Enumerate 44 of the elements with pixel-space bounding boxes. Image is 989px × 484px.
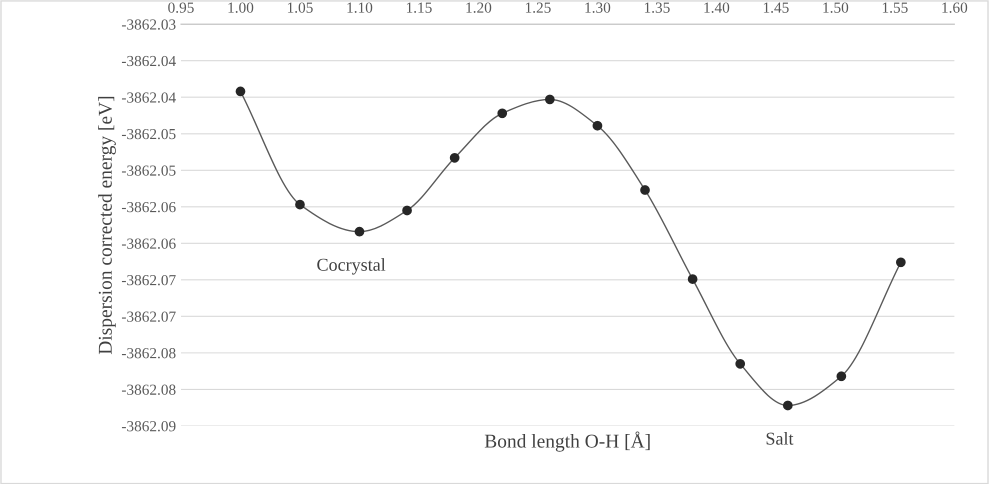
y-tick-label: -3862.06 xyxy=(122,238,176,249)
y-tick-label: -3862.08 xyxy=(122,348,176,358)
x-tick-label: 1.05 xyxy=(288,2,313,13)
x-tick-label: 1.45 xyxy=(764,2,789,13)
point xyxy=(896,257,906,268)
point xyxy=(354,226,364,236)
x-tick-label: 1.15 xyxy=(406,2,432,13)
y-tick-label: -3862.07 xyxy=(122,312,176,322)
point xyxy=(295,200,305,210)
point xyxy=(836,371,846,382)
y-tick-label: -3862.05 xyxy=(122,128,176,140)
x-tick-label: 1.30 xyxy=(585,2,610,13)
annotation: Cocrystal xyxy=(317,258,386,275)
y-axis-title: Dispersion corrected energy [eV] xyxy=(98,96,116,354)
point xyxy=(592,120,602,131)
point xyxy=(450,153,460,163)
y-tick-label: -3862.03 xyxy=(122,19,176,30)
point xyxy=(782,400,793,410)
y-tick-label: -3862.04 xyxy=(122,56,176,66)
x-tick-label: 1.00 xyxy=(228,2,254,13)
y-tick-label: -3862.08 xyxy=(122,384,176,395)
x-tick-label: 1.55 xyxy=(882,2,908,13)
x-tick-label: 1.20 xyxy=(466,2,492,13)
y-tick-label: -3862.09 xyxy=(122,421,176,432)
point xyxy=(497,108,508,118)
point xyxy=(640,185,650,195)
x-tick-label: 0.95 xyxy=(168,2,194,13)
x-axis-title: Bond length O-H [Å] xyxy=(484,431,650,452)
y-tick-label: -3862.06 xyxy=(122,202,176,212)
point xyxy=(402,206,412,216)
y-tick-label: -3862.07 xyxy=(122,274,176,286)
x-tick-label: 1.60 xyxy=(942,2,968,13)
x-tick-label: 1.10 xyxy=(347,2,372,13)
x-tick-label: 1.35 xyxy=(644,2,670,13)
x-tick-label: 1.25 xyxy=(526,2,551,13)
y-tick-label: -3862.04 xyxy=(122,92,176,103)
annotation: Salt xyxy=(766,432,794,445)
x-tick-label: 1.50 xyxy=(823,2,848,13)
point xyxy=(688,274,698,284)
x-tick-label: 1.40 xyxy=(704,2,730,13)
point xyxy=(735,358,746,369)
y-tick-label: -3862.05 xyxy=(122,165,176,176)
point xyxy=(236,86,246,96)
point xyxy=(544,94,555,104)
